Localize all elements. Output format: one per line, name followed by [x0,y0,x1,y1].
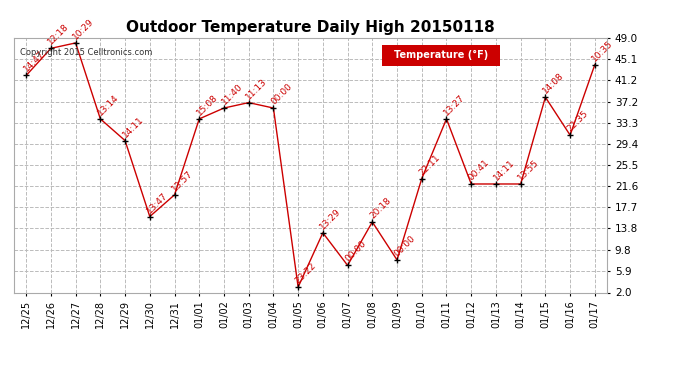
Text: 14:11: 14:11 [491,158,516,182]
Title: Outdoor Temperature Daily High 20150118: Outdoor Temperature Daily High 20150118 [126,20,495,35]
Text: 13:57: 13:57 [170,168,195,193]
Text: 13:14: 13:14 [96,93,121,117]
Text: 00:41: 00:41 [467,158,491,182]
Text: 14:11: 14:11 [121,114,146,139]
Text: 22:35: 22:35 [566,109,590,134]
Text: 10:29: 10:29 [71,17,96,41]
Text: 12:18: 12:18 [46,22,71,47]
Text: 15:08: 15:08 [195,93,219,117]
Text: 00:00: 00:00 [393,234,417,258]
Text: 14:47: 14:47 [22,50,46,74]
Text: Copyright 2015 Celltronics.com: Copyright 2015 Celltronics.com [20,48,152,57]
Text: 00:00: 00:00 [343,239,368,264]
Text: 20:18: 20:18 [368,196,393,220]
Text: 13:47: 13:47 [146,190,170,215]
Text: 13:27: 13:27 [442,93,466,117]
Text: 11:40: 11:40 [219,82,244,106]
Text: 13:55: 13:55 [516,158,541,182]
Text: 22:11: 22:11 [417,153,442,177]
Text: 00:00: 00:00 [269,82,294,106]
Text: 10:35: 10:35 [591,38,615,63]
Text: 14:08: 14:08 [541,71,566,96]
Text: 23:22: 23:22 [294,261,318,285]
Text: 11:13: 11:13 [244,76,269,101]
Text: 13:29: 13:29 [319,207,343,231]
